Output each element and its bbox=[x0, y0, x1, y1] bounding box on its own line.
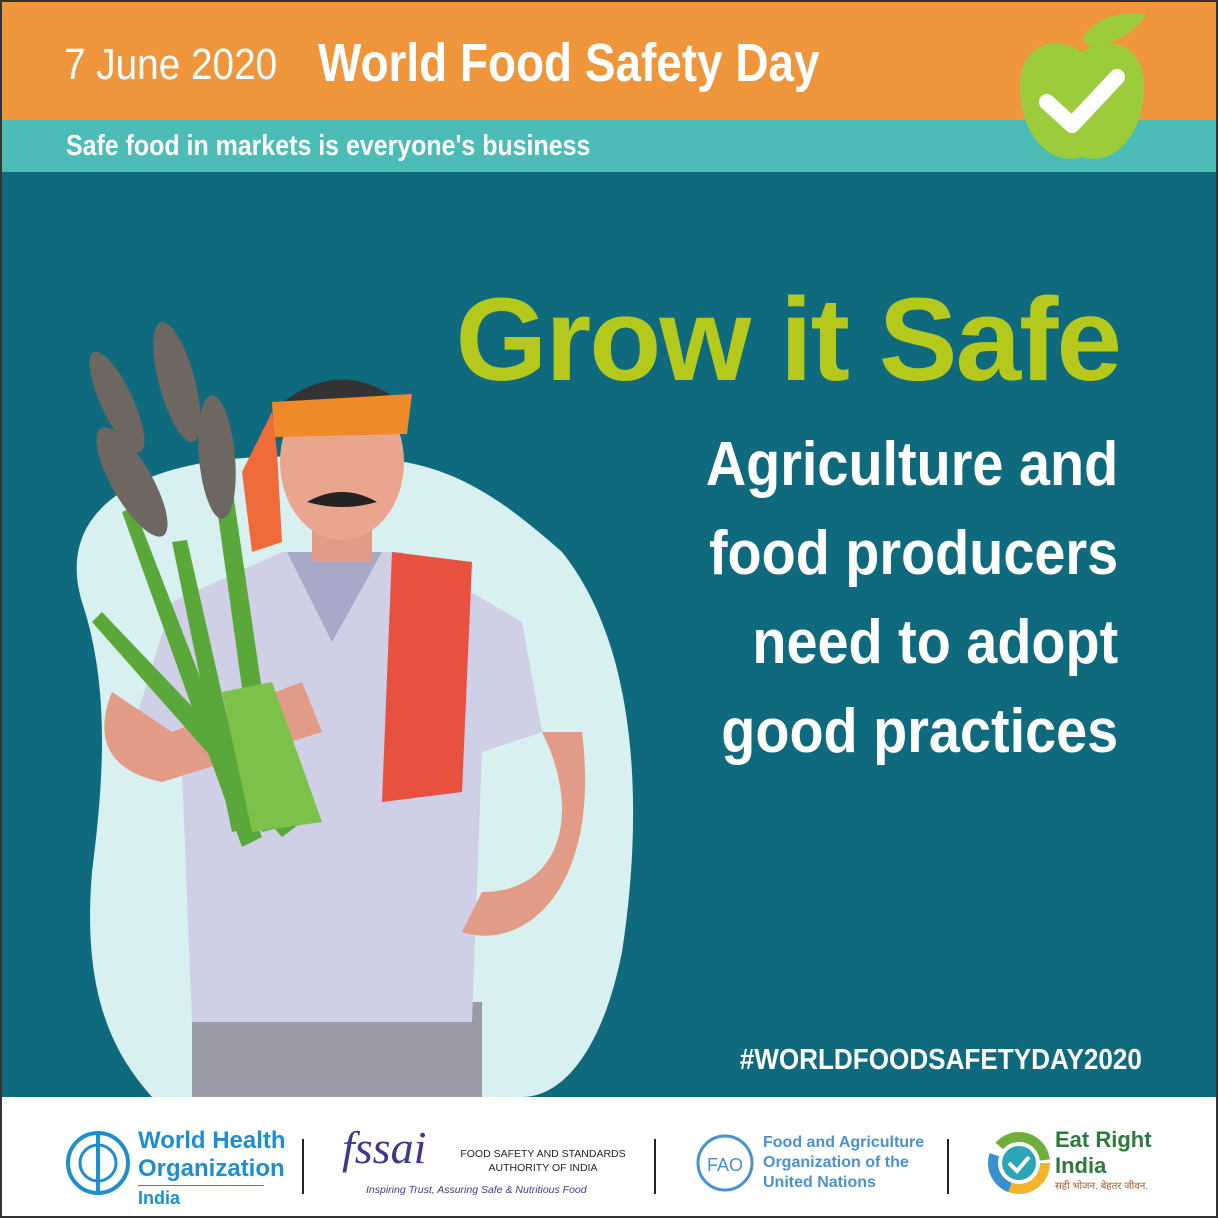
fao-name-1: Food and Agriculture bbox=[763, 1134, 925, 1151]
fssai-name-2: AUTHORITY OF INDIA bbox=[488, 1162, 598, 1174]
message-line: Agriculture and bbox=[705, 430, 1118, 499]
hashtag: #WORLDFOODSAFETYDAY2020 bbox=[739, 1044, 1142, 1076]
header-bar: 7 June 2020 World Food Safety Day bbox=[2, 2, 1216, 120]
tagline-bar: Safe food in markets is everyone's busin… bbox=[2, 120, 1216, 172]
who-name-1: World Health bbox=[138, 1127, 286, 1154]
un-emblem-icon bbox=[66, 1131, 130, 1195]
event-date: 7 June 2020 bbox=[64, 40, 278, 89]
fssai-wordmark: fssai bbox=[342, 1122, 427, 1173]
divider bbox=[947, 1139, 949, 1194]
apple-check-icon bbox=[1019, 13, 1147, 159]
fssai-name-1: FOOD SAFETY AND STANDARDS bbox=[460, 1148, 626, 1160]
event-title: World Food Safety Day bbox=[318, 33, 820, 93]
headline: Grow it Safe bbox=[455, 274, 1122, 406]
message-line: food producers bbox=[708, 519, 1118, 588]
fao-name-3: United Nations bbox=[763, 1174, 876, 1191]
eat-right-slogan: सही भोजन. बेहतर जीवन. bbox=[1055, 1181, 1149, 1192]
divider bbox=[654, 1139, 656, 1194]
who-name-2: Organization bbox=[138, 1155, 285, 1182]
eat-right-emblem-icon bbox=[988, 1132, 1050, 1194]
message-line: good practices bbox=[721, 697, 1118, 766]
fao-emblem-icon: FAO bbox=[696, 1134, 754, 1192]
message: Agriculture and food producers need to a… bbox=[706, 420, 1118, 776]
fssai-slogan: Inspiring Trust, Assuring Safe & Nutriti… bbox=[366, 1184, 587, 1196]
farmer-illustration bbox=[76, 321, 634, 1097]
message-line: need to adopt bbox=[752, 608, 1118, 677]
who-country: India bbox=[138, 1185, 264, 1210]
main-panel: Grow it Safe Agriculture and food produc… bbox=[2, 172, 1216, 1097]
partner-logos: World Health Organization India fssai FO… bbox=[2, 1097, 1216, 1216]
fssai-logo: fssai FOOD SAFETY AND STANDARDS AUTHORIT… bbox=[342, 1121, 632, 1211]
divider bbox=[302, 1139, 304, 1194]
eat-right-name-2: India bbox=[1055, 1153, 1107, 1178]
eat-right-name-1: Eat Right bbox=[1055, 1127, 1152, 1152]
svg-text:FAO: FAO bbox=[707, 1155, 743, 1175]
tagline: Safe food in markets is everyone's busin… bbox=[66, 130, 591, 162]
fao-name-2: Organization of the bbox=[763, 1154, 909, 1171]
